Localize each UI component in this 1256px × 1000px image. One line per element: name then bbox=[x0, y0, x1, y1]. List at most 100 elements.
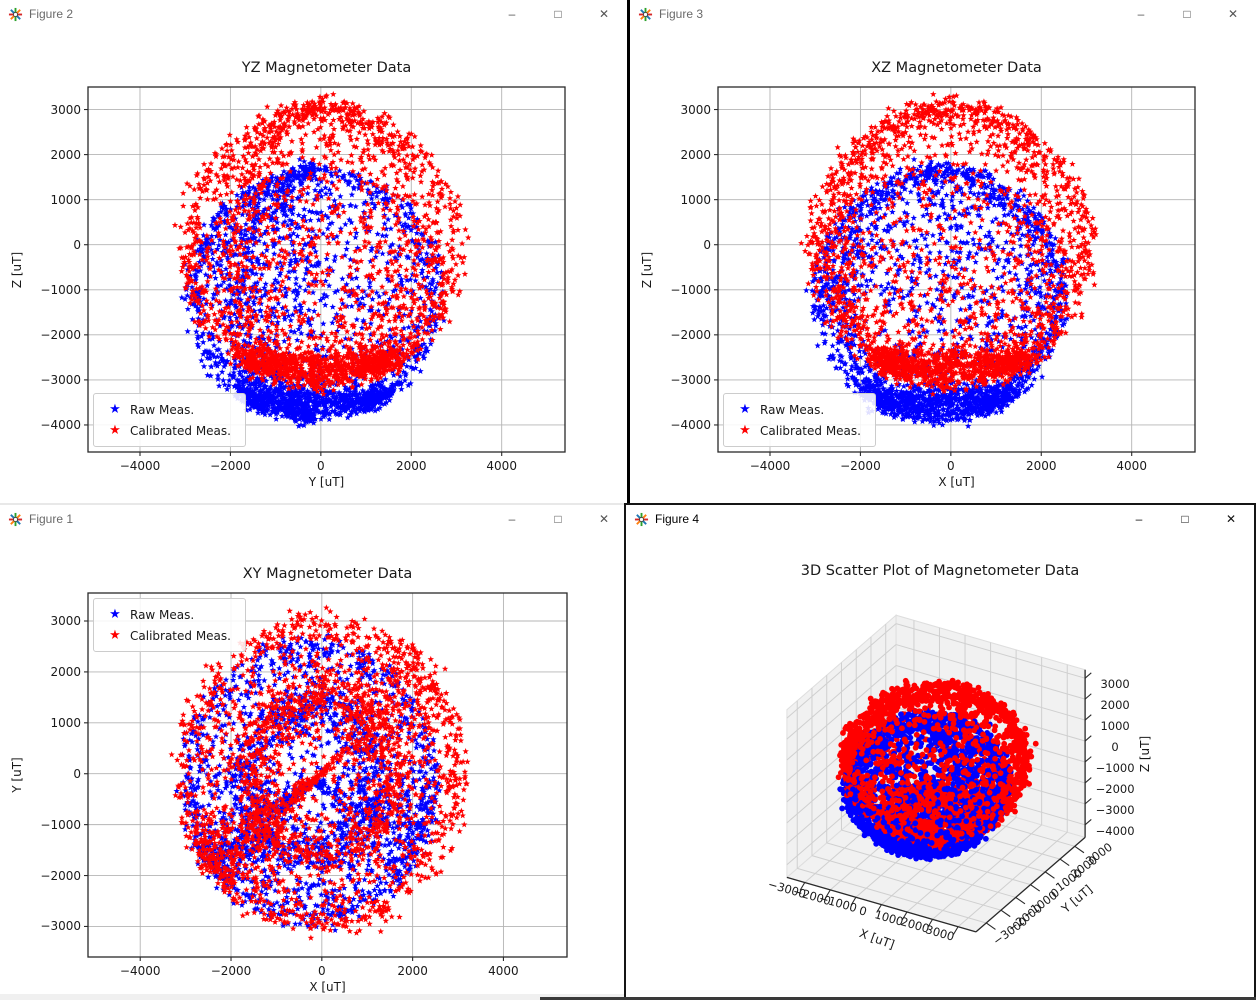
y-tick-label: 1000 bbox=[50, 715, 81, 730]
legend-label: Calibrated Meas. bbox=[760, 423, 861, 438]
legend-row: ★ Raw Meas. bbox=[100, 399, 231, 420]
y-tick-label: −4000 bbox=[40, 417, 81, 432]
close-button[interactable]: ✕ bbox=[1225, 512, 1237, 526]
y-tick-label: −3000 bbox=[40, 372, 81, 387]
y-tick-label: −1000 bbox=[670, 282, 711, 297]
close-button[interactable]: ✕ bbox=[598, 7, 610, 21]
star-marker-icon: ★ bbox=[109, 402, 121, 417]
legend-label: Raw Meas. bbox=[760, 402, 825, 417]
y-tick-label: 1000 bbox=[680, 192, 711, 207]
legend-row: ★ Calibrated Meas. bbox=[100, 420, 231, 441]
y-axis-label: Z [uT] bbox=[10, 251, 24, 288]
y-tick-label: −1000 bbox=[40, 817, 81, 832]
maximize-button[interactable]: □ bbox=[554, 7, 562, 21]
y-tick-label: −3000 bbox=[670, 372, 711, 387]
y-tick-label: 0 bbox=[703, 237, 711, 252]
y-tick-label: −2000 bbox=[40, 327, 81, 342]
window-title: Figure 4 bbox=[655, 512, 700, 526]
x-tick-label: 2000 bbox=[397, 964, 428, 978]
z-axis-label: Z [uT] bbox=[1138, 735, 1153, 772]
matplotlib-icon bbox=[8, 512, 23, 526]
titlebar[interactable]: Figure 2 – □ ✕ bbox=[0, 0, 627, 28]
z-tick-label: 3000 bbox=[1100, 677, 1130, 692]
y-tick-label: 3000 bbox=[680, 102, 711, 117]
legend-label: Calibrated Meas. bbox=[130, 423, 231, 438]
x-tick-label: 0 bbox=[947, 459, 955, 473]
maximize-button[interactable]: □ bbox=[554, 512, 562, 526]
legend-row: ★ Calibrated Meas. bbox=[100, 625, 231, 646]
minimize-button[interactable]: – bbox=[1135, 512, 1143, 526]
star-marker-icon: ★ bbox=[739, 402, 751, 417]
minimize-button[interactable]: – bbox=[508, 7, 516, 21]
z-tick-label: −1000 bbox=[1095, 760, 1135, 775]
y-tick-label: −3000 bbox=[40, 919, 81, 934]
z-tick-label: 0 bbox=[1111, 740, 1119, 755]
matplotlib-icon bbox=[8, 7, 23, 21]
titlebar[interactable]: Figure 4 – □ ✕ bbox=[626, 505, 1254, 533]
close-button[interactable]: ✕ bbox=[1227, 7, 1239, 21]
x-tick-label: 2000 bbox=[395, 459, 427, 473]
z-tick-label: −4000 bbox=[1095, 823, 1135, 838]
x-tick-label: −2000 bbox=[210, 964, 252, 978]
x-tick-label: 4000 bbox=[486, 459, 517, 473]
x-axis-label: X [uT] bbox=[309, 980, 346, 994]
x-tick-label: −4000 bbox=[749, 459, 791, 473]
legend: ★ Raw Meas. ★ Calibrated Meas. bbox=[93, 393, 246, 447]
titlebar[interactable]: Figure 1 – □ ✕ bbox=[0, 505, 627, 533]
y-tick-label: 0 bbox=[73, 237, 81, 252]
x-tick-label: −2000 bbox=[210, 459, 251, 473]
window-title: Figure 2 bbox=[29, 7, 74, 21]
y-tick-label: −1000 bbox=[40, 282, 81, 297]
y-tick-label: 2000 bbox=[680, 147, 711, 162]
y-tick-label: −2000 bbox=[670, 327, 711, 342]
star-marker-icon: ★ bbox=[109, 607, 121, 622]
matplotlib-icon bbox=[634, 512, 649, 526]
y-tick-label: −2000 bbox=[40, 868, 81, 883]
x-tick-label: 4000 bbox=[488, 964, 519, 978]
z-tick-label: 2000 bbox=[1100, 698, 1130, 713]
window-figure-4: Figure 4 – □ ✕ 3D Scatter Plot of Magnet… bbox=[624, 503, 1256, 1000]
window-border-bottom bbox=[540, 997, 1256, 1000]
y-tick-label: 2000 bbox=[50, 664, 81, 679]
z-tick-label: 1000 bbox=[1100, 719, 1130, 734]
plot-title: XY Magnetometer Data bbox=[242, 566, 413, 582]
star-marker-icon: ★ bbox=[739, 423, 751, 438]
x-tick-label: −4000 bbox=[119, 964, 161, 978]
star-marker-icon: ★ bbox=[109, 628, 121, 643]
y-tick-label: 1000 bbox=[50, 192, 81, 207]
figure-4-canvas-area: 3D Scatter Plot of Magnetometer Data X [… bbox=[626, 533, 1254, 998]
close-button[interactable]: ✕ bbox=[598, 512, 610, 526]
plot-title: 3D Scatter Plot of Magnetometer Data bbox=[800, 563, 1080, 579]
window-title: Figure 1 bbox=[29, 512, 74, 526]
y-tick-label: 3000 bbox=[50, 102, 81, 117]
legend-label: Calibrated Meas. bbox=[130, 628, 231, 643]
window-figure-3: Figure 3 – □ ✕ XZ Magnetometer Data X [u… bbox=[627, 0, 1256, 503]
titlebar[interactable]: Figure 3 – □ ✕ bbox=[630, 0, 1256, 28]
legend: ★ Raw Meas. ★ Calibrated Meas. bbox=[93, 598, 246, 652]
maximize-button[interactable]: □ bbox=[1183, 7, 1191, 21]
z-tick-label: −3000 bbox=[1095, 802, 1135, 817]
z-tick-label: −2000 bbox=[1095, 781, 1135, 796]
y-axis-label: Y [uT] bbox=[10, 757, 24, 793]
x-tick-label: 4000 bbox=[1116, 459, 1147, 473]
star-marker-icon: ★ bbox=[109, 423, 121, 438]
minimize-button[interactable]: – bbox=[1137, 7, 1145, 21]
y-tick-label: 0 bbox=[73, 766, 81, 781]
x-tick-label: 0 bbox=[317, 459, 325, 473]
maximize-button[interactable]: □ bbox=[1181, 512, 1189, 526]
legend-row: ★ Raw Meas. bbox=[100, 604, 231, 625]
figure-3-canvas-area: XZ Magnetometer Data X [uT] Z [uT] ★ Raw… bbox=[630, 28, 1256, 503]
figure-1-canvas-area: XY Magnetometer Data X [uT] Y [uT] ★ Raw… bbox=[0, 533, 627, 1000]
y-axis-label: Z [uT] bbox=[640, 251, 654, 288]
y-tick-label: −4000 bbox=[670, 417, 711, 432]
x-axis-label: Y [uT] bbox=[308, 475, 345, 489]
minimize-button[interactable]: – bbox=[508, 512, 516, 526]
x-tick-label: −2000 bbox=[840, 459, 881, 473]
y-tick-label: 3000 bbox=[50, 614, 81, 628]
legend-row: ★ Calibrated Meas. bbox=[730, 420, 861, 441]
x-axis-label: X [uT] bbox=[938, 475, 975, 489]
plot-title: XZ Magnetometer Data bbox=[871, 60, 1042, 76]
legend-label: Raw Meas. bbox=[130, 402, 195, 417]
window-title: Figure 3 bbox=[659, 7, 704, 21]
x-tick-label: 0 bbox=[317, 964, 326, 978]
